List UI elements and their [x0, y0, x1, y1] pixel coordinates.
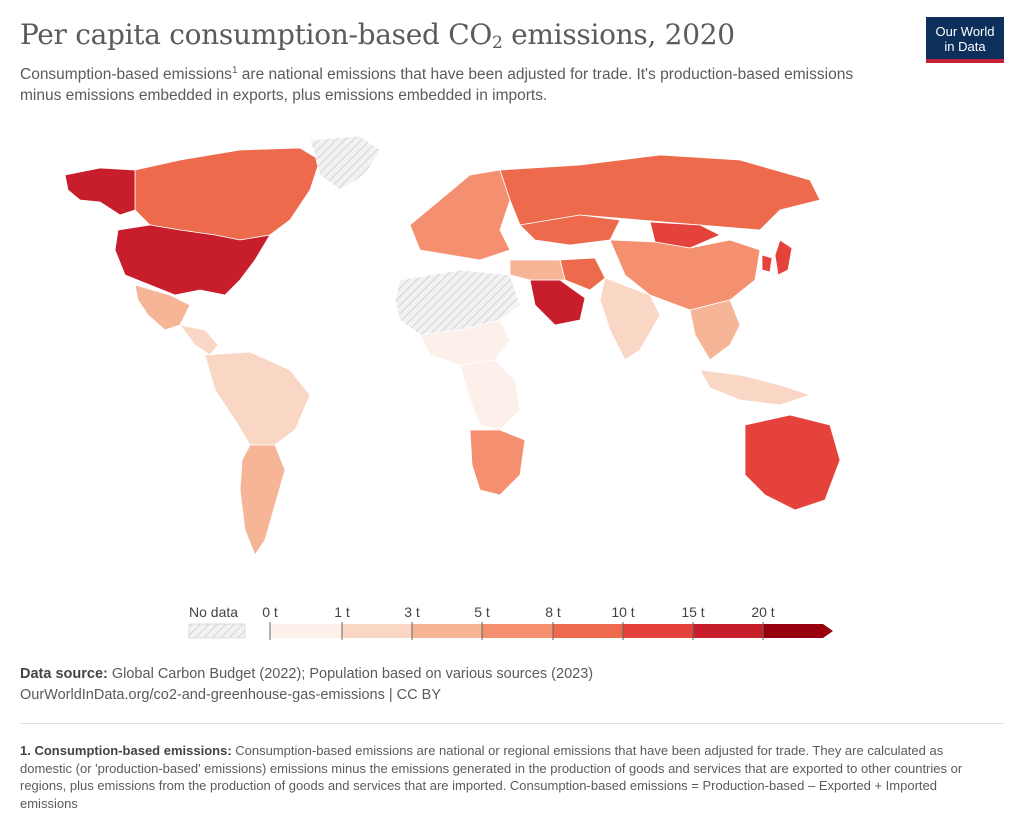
region-central-africa[interactable]	[459, 359, 521, 431]
legend-bin-5	[623, 624, 693, 638]
subtitle-part-a: Consumption-based emissions	[20, 66, 232, 84]
legend-bin-0	[270, 624, 342, 638]
region-mongolia[interactable]	[649, 221, 721, 249]
legend-bin-3	[482, 624, 553, 638]
legend-no-data-label: No data	[189, 604, 239, 620]
region-australia[interactable]	[744, 414, 840, 511]
region-greenland[interactable]	[309, 135, 381, 191]
footnote-marker[interactable]: 1	[231, 65, 238, 76]
subtitle-part-b: are national emissions that have been ad…	[20, 66, 854, 105]
legend-bin-6	[693, 624, 763, 638]
region-southern-cone[interactable]	[239, 444, 286, 556]
legend-tick-label: 5 t	[474, 604, 490, 620]
legend-tick-label: 10 t	[611, 604, 635, 620]
region-russia[interactable]	[499, 154, 821, 231]
legend-tick-label: 20 t	[751, 604, 775, 620]
data-source: Data source: Global Carbon Budget (2022)…	[20, 664, 593, 706]
region-southern-africa[interactable]	[469, 429, 526, 496]
legend-tick-label: 0 t	[262, 604, 278, 620]
legend-tick-label: 3 t	[404, 604, 420, 620]
logo-line-2: in Data	[944, 39, 986, 54]
region-south-asia[interactable]	[599, 277, 661, 361]
region-china[interactable]	[609, 239, 761, 311]
source-text: Global Carbon Budget (2022); Population …	[107, 666, 594, 682]
color-legend: No data 0 t 1 t 3 t 5 t 8 t 10 t 15 t 20 t	[185, 604, 845, 644]
footnote-label: 1. Consumption-based emissions:	[20, 743, 232, 758]
world-map[interactable]	[40, 130, 840, 570]
source-label: Data source:	[20, 666, 108, 682]
legend-arrow	[823, 624, 833, 638]
region-north-africa[interactable]	[419, 319, 511, 366]
region-canada[interactable]	[134, 147, 321, 241]
owid-logo[interactable]: Our World in Data	[926, 17, 1004, 63]
region-central-america[interactable]	[179, 324, 219, 356]
legend-no-data-swatch	[188, 623, 246, 639]
region-south-america-north[interactable]	[204, 351, 311, 446]
region-europe[interactable]	[409, 169, 511, 261]
legend-bin-7	[763, 624, 823, 638]
legend-tick-label: 8 t	[545, 604, 561, 620]
region-korea[interactable]	[761, 254, 773, 273]
region-southeast-asia[interactable]	[689, 299, 741, 361]
title-main: Per capita consumption-based CO	[20, 18, 493, 51]
chart-title: Per capita consumption-based CO2 emissio…	[20, 18, 735, 53]
license-link[interactable]: CC BY	[396, 687, 441, 703]
source-link[interactable]: OurWorldInData.org/co2-and-greenhouse-ga…	[20, 687, 385, 703]
logo-line-1: Our World	[935, 24, 995, 39]
chart-subtitle: Consumption-based emissions1 are nationa…	[20, 60, 860, 106]
legend-bin-1	[342, 624, 412, 638]
title-subscript: 2	[492, 33, 503, 53]
region-saudi-arabia[interactable]	[529, 279, 586, 326]
divider	[20, 723, 1004, 724]
region-united-states[interactable]	[114, 224, 271, 296]
legend-tick-label: 1 t	[334, 604, 350, 620]
footnote-text: Consumption-based emissions are national…	[20, 743, 963, 811]
legend-bin-4	[553, 624, 623, 638]
region-japan[interactable]	[774, 239, 793, 276]
legend-bin-2	[412, 624, 482, 638]
footnote: 1. Consumption-based emissions: Consumpt…	[20, 742, 980, 812]
region-indonesia[interactable]	[699, 369, 812, 406]
region-alaska[interactable]	[64, 167, 136, 216]
legend-tick-label: 15 t	[681, 604, 705, 620]
region-mexico[interactable]	[134, 284, 191, 331]
source-separator: |	[384, 687, 397, 703]
region-middle-east[interactable]	[509, 259, 566, 281]
title-tail: emissions, 2020	[502, 18, 735, 51]
legend-bar	[188, 622, 833, 640]
